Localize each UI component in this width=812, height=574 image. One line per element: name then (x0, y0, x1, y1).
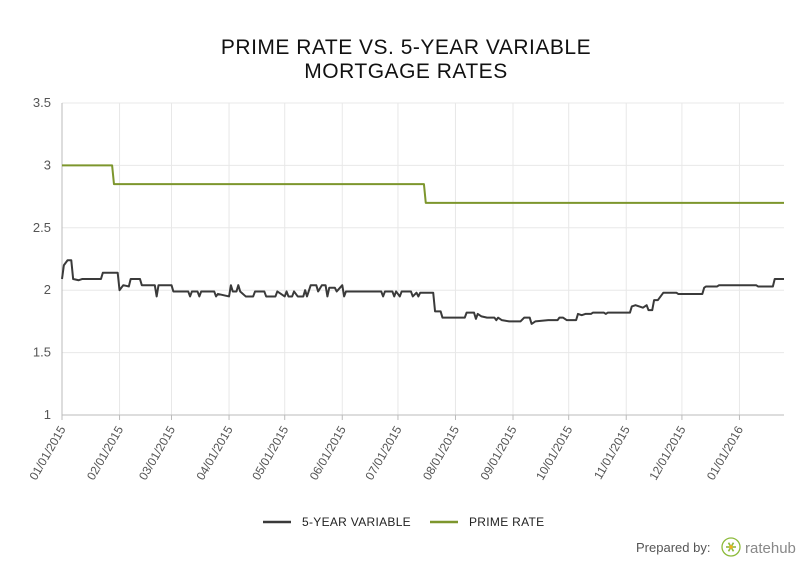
x-tick-label: 09/01/2015 (477, 423, 519, 482)
x-tick-label: 08/01/2015 (420, 423, 462, 482)
chart-title: PRIME RATE VS. 5-YEAR VARIABLE MORTGAGE … (221, 36, 591, 83)
axes (61, 103, 784, 420)
series-line-5-year-variable (61, 259, 784, 325)
chart-title-line-1: PRIME RATE VS. 5-YEAR VARIABLE (221, 36, 591, 59)
x-tick-label: 04/01/2015 (193, 423, 235, 482)
x-tick-label: 12/01/2015 (646, 423, 688, 482)
x-tick-label: 10/01/2015 (533, 423, 575, 482)
ratehub-brand-text[interactable]: ratehub (745, 540, 796, 557)
legend-label-prime-rate: PRIME RATE (469, 515, 544, 529)
y-tick-label: 2.5 (33, 220, 51, 235)
x-tick-label: 01/01/2016 (704, 423, 746, 482)
prepared-by-label: Prepared by: (636, 540, 710, 555)
x-tick-label: 07/01/2015 (362, 423, 404, 482)
x-tick-label: 03/01/2015 (136, 423, 178, 482)
y-tick-label: 1.5 (33, 345, 51, 360)
x-tick-label: 11/01/2015 (591, 423, 633, 482)
legend-label-5-year-variable: 5-YEAR VARIABLE (302, 515, 411, 529)
legend-item-5-year-variable[interactable]: 5-YEAR VARIABLE (263, 515, 411, 529)
legend-item-prime-rate[interactable]: PRIME RATE (430, 515, 544, 529)
x-axis-ticks: 01/01/2015 02/01/2015 03/01/2015 04/01/2015… (26, 423, 746, 482)
y-tick-label: 3.5 (33, 95, 51, 110)
x-tick-label: 05/01/2015 (249, 423, 291, 482)
x-tick-label: 02/01/2015 (84, 423, 126, 482)
y-tick-label: 2 (44, 282, 51, 297)
x-tick-label: 06/01/2015 (307, 423, 349, 482)
ratehub-logo-icon (721, 537, 741, 557)
gridlines (61, 102, 784, 416)
y-tick-label: 3 (44, 157, 51, 172)
series-lines (61, 164, 784, 325)
legend: 5-YEAR VARIABLE PRIME RATE (263, 515, 544, 529)
x-tick-label: 01/01/2015 (26, 423, 68, 482)
chart-title-line-2: MORTGAGE RATES (304, 60, 507, 83)
credit: Prepared by: ratehub (636, 537, 796, 557)
y-axis-ticks: 1 1.5 2 2.5 3 3.5 (33, 95, 51, 422)
series-line-prime-rate (62, 164, 784, 204)
ratehub-logo-ring (721, 537, 741, 557)
y-tick-label: 1 (44, 407, 51, 422)
